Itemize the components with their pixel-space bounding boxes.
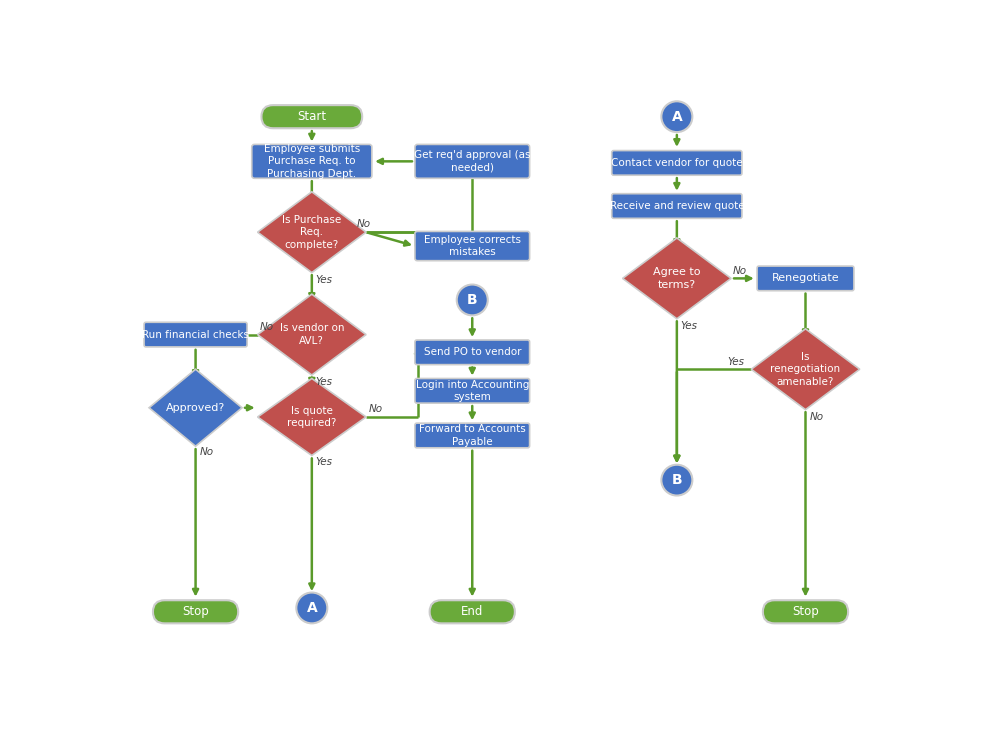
Text: Run financial checks: Run financial checks (142, 329, 249, 340)
Text: Yes: Yes (727, 356, 744, 367)
FancyBboxPatch shape (153, 600, 238, 623)
Circle shape (661, 101, 693, 132)
Polygon shape (622, 238, 731, 319)
Polygon shape (258, 379, 367, 456)
FancyBboxPatch shape (415, 340, 530, 365)
Text: Is vendor on
AVL?: Is vendor on AVL? (280, 323, 344, 345)
FancyBboxPatch shape (612, 151, 742, 175)
Text: Login into Accounting
system: Login into Accounting system (416, 379, 529, 402)
FancyBboxPatch shape (612, 194, 742, 218)
Text: Stop: Stop (182, 606, 208, 618)
FancyBboxPatch shape (763, 600, 848, 623)
Text: No: No (201, 448, 214, 457)
Text: A: A (306, 601, 317, 615)
Text: B: B (467, 293, 477, 307)
Text: No: No (369, 404, 382, 415)
Text: Agree to
terms?: Agree to terms? (653, 268, 700, 290)
Text: No: No (357, 220, 370, 229)
FancyBboxPatch shape (252, 144, 371, 179)
Circle shape (661, 465, 693, 495)
Circle shape (296, 592, 327, 623)
Circle shape (456, 284, 488, 315)
Text: A: A (672, 110, 683, 123)
Polygon shape (258, 294, 367, 375)
Polygon shape (751, 329, 860, 409)
Polygon shape (149, 369, 242, 446)
FancyBboxPatch shape (144, 322, 247, 347)
Text: Employee submits
Purchase Req. to
Purchasing Dept.: Employee submits Purchase Req. to Purcha… (264, 144, 360, 179)
FancyBboxPatch shape (415, 379, 530, 403)
Text: Is Purchase
Req.
complete?: Is Purchase Req. complete? (283, 215, 342, 250)
Text: Stop: Stop (792, 606, 819, 618)
Text: Contact vendor for quote: Contact vendor for quote (611, 158, 743, 168)
Text: Get req'd approval (as
needed): Get req'd approval (as needed) (414, 150, 531, 173)
Text: Is quote
required?: Is quote required? (288, 406, 337, 429)
Text: No: No (810, 412, 824, 422)
Text: Forward to Accounts
Payable: Forward to Accounts Payable (419, 424, 526, 447)
Text: Start: Start (297, 110, 326, 123)
FancyBboxPatch shape (757, 266, 854, 291)
Text: Employee corrects
mistakes: Employee corrects mistakes (424, 235, 521, 257)
FancyBboxPatch shape (430, 600, 515, 623)
Polygon shape (258, 192, 367, 273)
Text: Yes: Yes (315, 275, 332, 285)
Text: End: End (461, 606, 483, 618)
FancyBboxPatch shape (415, 144, 530, 179)
FancyBboxPatch shape (262, 105, 363, 128)
Text: Receive and review quote: Receive and review quote (610, 201, 744, 211)
Text: Send PO to vendor: Send PO to vendor (424, 348, 521, 357)
FancyBboxPatch shape (415, 232, 530, 261)
Text: No: No (260, 322, 274, 332)
Text: Is
renegotiation
amenable?: Is renegotiation amenable? (771, 352, 841, 387)
Text: Yes: Yes (315, 377, 332, 387)
Text: No: No (732, 265, 747, 276)
Text: Renegotiate: Renegotiate (772, 273, 840, 284)
Text: B: B (672, 473, 682, 487)
Text: Yes: Yes (680, 321, 697, 331)
Text: Yes: Yes (315, 456, 332, 467)
Text: Approved?: Approved? (166, 403, 225, 413)
FancyBboxPatch shape (415, 423, 530, 448)
